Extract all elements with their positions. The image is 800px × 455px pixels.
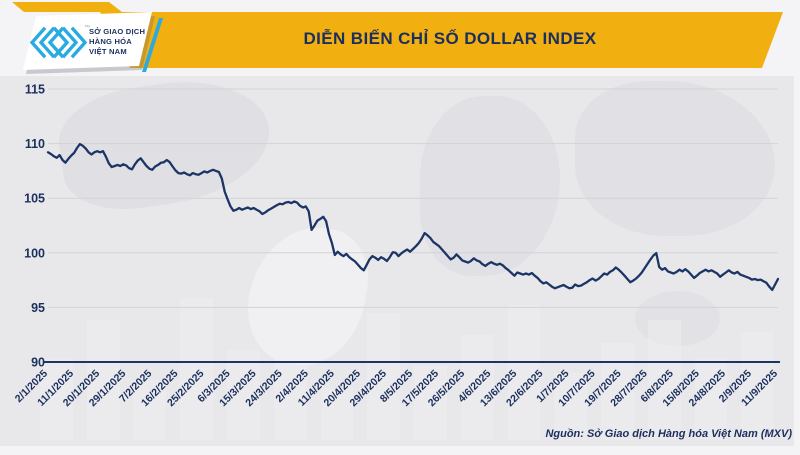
- source-note: Nguồn: Sở Giao dịch Hàng hóa Việt Nam (M…: [545, 428, 792, 440]
- logo-text-line2: HÀNG HÓA: [89, 36, 132, 46]
- y-axis-tick-label: 90: [31, 356, 45, 370]
- logo-text-line1: SỞ GIAO DỊCH: [89, 27, 146, 36]
- chart-title: DIỄN BIẾN CHỈ SỐ DOLLAR INDEX: [303, 29, 597, 48]
- logo-text-line3: VIỆT NAM: [89, 46, 127, 56]
- y-axis-tick-label: 105: [24, 192, 45, 206]
- cyan-slash-accent: [142, 18, 163, 72]
- header-banner: ™ DIỄN BIẾN CHỈ SỐ DOLLAR INDEX SỞ GIAO …: [0, 0, 800, 80]
- banner-ribbon: [100, 12, 783, 68]
- banner-top-strip: [12, 2, 122, 12]
- mxv-logo-icon: [29, 26, 88, 59]
- y-axis-tick-label: 110: [25, 137, 45, 151]
- trademark-symbol: ™: [84, 24, 90, 31]
- y-axis-tick-label: 95: [31, 301, 45, 315]
- dollar-index-series-line: [46, 142, 780, 292]
- logo-text: SỞ GIAO DỊCH HÀNG HÓA VIỆT NAM: [89, 27, 159, 56]
- y-axis-tick-label: 100: [24, 246, 45, 260]
- y-axis-tick-label: 115: [25, 83, 45, 97]
